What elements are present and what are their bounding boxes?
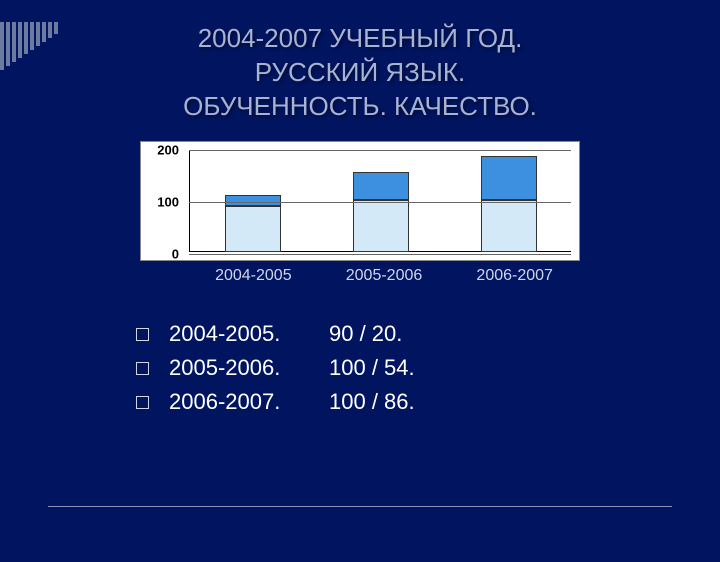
x-axis-labels: 2004-20052005-20062006-2007 xyxy=(140,267,580,285)
corner-bar xyxy=(42,22,46,42)
corner-bar xyxy=(12,22,16,62)
list-item: 2006-2007.100 / 86. xyxy=(136,389,720,415)
footer-divider xyxy=(48,506,672,507)
corner-bar xyxy=(18,22,22,58)
list-item: 2004-2005.90 / 20. xyxy=(136,321,720,347)
corner-bar xyxy=(0,22,4,70)
y-tick-label: 200 xyxy=(157,143,179,158)
chart-plot-area xyxy=(189,150,571,252)
bullet-list: 2004-2005.90 / 20.2005-2006.100 / 54.200… xyxy=(136,321,720,415)
x-axis-label: 2005-2006 xyxy=(319,267,450,285)
bullet-value: 90 / 20. xyxy=(329,321,402,347)
bullet-year: 2004-2005. xyxy=(169,321,329,347)
corner-bar xyxy=(36,22,40,46)
corner-decoration xyxy=(0,22,58,70)
bullet-box-icon xyxy=(136,362,149,375)
title-line-2: РУССКИЙ ЯЗЫК. xyxy=(0,56,720,90)
list-item: 2005-2006.100 / 54. xyxy=(136,355,720,381)
corner-bar xyxy=(30,22,34,50)
bar-segment-top xyxy=(353,172,409,200)
bullet-value: 100 / 86. xyxy=(329,389,415,415)
corner-bar xyxy=(48,22,52,38)
x-axis-label: 2006-2007 xyxy=(449,267,580,285)
slide-title: 2004-2007 УЧЕБНЫЙ ГОД. РУССКИЙ ЯЗЫК. ОБУ… xyxy=(0,22,720,123)
y-tick-label: 0 xyxy=(172,247,179,262)
bullet-year: 2006-2007. xyxy=(169,389,329,415)
bullet-value: 100 / 54. xyxy=(329,355,415,381)
bar-segment-bottom xyxy=(353,200,409,252)
bar-chart: 0 100 200 xyxy=(140,141,580,261)
corner-bar xyxy=(24,22,28,54)
corner-bar xyxy=(54,22,58,34)
gridline xyxy=(189,202,571,203)
bullet-year: 2005-2006. xyxy=(169,355,329,381)
y-tick-label: 100 xyxy=(157,195,179,210)
gridline xyxy=(189,150,571,151)
bar-segment-bottom xyxy=(225,206,281,253)
bullet-box-icon xyxy=(136,396,149,409)
title-line-1: 2004-2007 УЧЕБНЫЙ ГОД. xyxy=(0,22,720,56)
bar-segment-top xyxy=(225,195,281,205)
bullet-box-icon xyxy=(136,328,149,341)
bar-segment-top xyxy=(481,156,537,201)
y-axis: 0100200 xyxy=(141,150,185,252)
corner-bar xyxy=(6,22,10,66)
bar-segment-bottom xyxy=(481,200,537,252)
x-axis-label: 2004-2005 xyxy=(188,267,319,285)
title-line-3: ОБУЧЕННОСТЬ. КАЧЕСТВО. xyxy=(0,90,720,124)
gridline xyxy=(189,254,571,255)
